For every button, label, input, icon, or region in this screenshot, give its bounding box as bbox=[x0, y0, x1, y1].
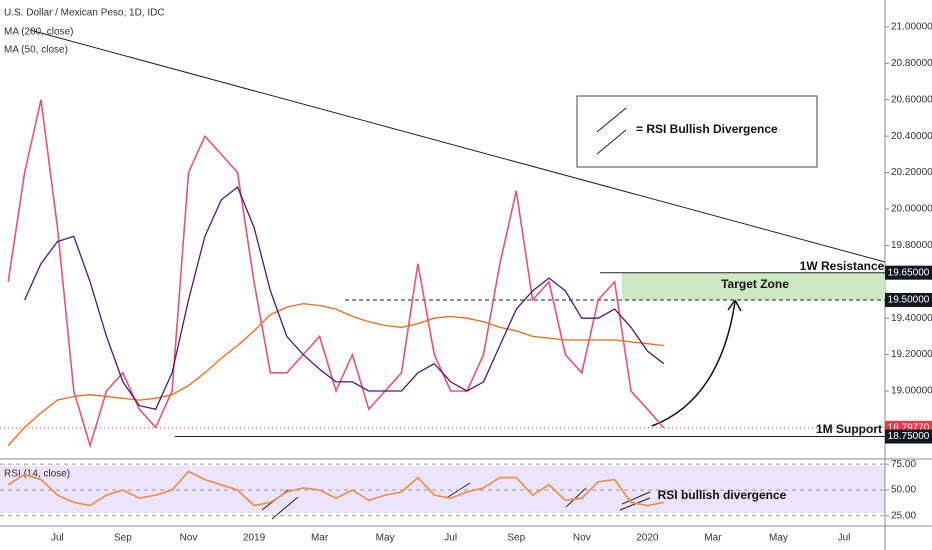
y-tick-label: 20.80000 bbox=[891, 58, 932, 69]
divergence-slash bbox=[565, 487, 587, 508]
rsi-title: RSI (14, close) bbox=[4, 469, 70, 480]
price-label-box bbox=[885, 429, 932, 444]
price-label: 19.65000 bbox=[888, 267, 930, 278]
x-tick-label: Sep bbox=[114, 533, 132, 544]
series-line bbox=[7, 470, 664, 507]
x-tick-label: Jul bbox=[51, 533, 64, 544]
x-tick-label: 2019 bbox=[243, 533, 266, 544]
y-tick-label: 19.00000 bbox=[891, 386, 932, 397]
trend-line bbox=[29, 29, 886, 263]
series-line bbox=[7, 302, 664, 447]
annotation: RSI bullish divergence bbox=[658, 488, 787, 502]
legend-entry: MA (50, close) bbox=[4, 45, 68, 56]
annotation: = RSI Bullish Divergence bbox=[636, 122, 778, 136]
y-tick-label: 20.40000 bbox=[891, 131, 932, 142]
y-tick-label: 21.00000 bbox=[891, 22, 932, 33]
legend-entry: MA (200, close) bbox=[4, 27, 73, 38]
x-tick-label: Nov bbox=[573, 533, 591, 544]
divergence-slash bbox=[619, 497, 651, 511]
x-tick-label: Jul bbox=[444, 533, 457, 544]
x-tick-label: Nov bbox=[180, 533, 198, 544]
y-tick-label: 25.00 bbox=[891, 510, 916, 521]
y-tick-label: 19.40000 bbox=[891, 313, 932, 324]
annotation: 1M Support bbox=[816, 422, 882, 436]
x-tick-label: Jul bbox=[838, 533, 851, 544]
y-tick-label: 19.20000 bbox=[891, 349, 932, 360]
legend-slash bbox=[596, 129, 627, 155]
x-tick-label: Mar bbox=[311, 533, 329, 544]
divergence-slash bbox=[271, 496, 299, 520]
y-tick-label: 20.20000 bbox=[891, 167, 932, 178]
x-tick-label: Sep bbox=[507, 533, 525, 544]
x-tick-label: May bbox=[376, 533, 395, 544]
y-tick-label: 75.00 bbox=[891, 459, 916, 470]
legend-box bbox=[576, 95, 818, 168]
target-zone bbox=[622, 272, 885, 300]
y-tick-label: 19.80000 bbox=[891, 240, 932, 251]
price-label: 19.50000 bbox=[888, 295, 930, 306]
legend-slash bbox=[596, 107, 627, 133]
series-line bbox=[7, 99, 665, 449]
y-tick-label: 20.00000 bbox=[891, 204, 932, 215]
y-tick-label: 50.00 bbox=[891, 485, 916, 496]
arrow-head bbox=[727, 298, 742, 312]
x-tick-label: May bbox=[769, 533, 788, 544]
x-tick-label: 2020 bbox=[636, 533, 659, 544]
series-line bbox=[24, 186, 665, 410]
x-tick-label: Mar bbox=[704, 533, 722, 544]
annotation: 1W Resistance bbox=[800, 259, 885, 273]
chart-title: U.S. Dollar / Mexican Peso, 1D, IDC bbox=[4, 8, 165, 19]
price-label: 18.75000 bbox=[888, 431, 930, 442]
price-label: 18.79770 bbox=[888, 422, 930, 433]
annotation: Target Zone bbox=[721, 277, 789, 291]
target-arrow bbox=[651, 301, 736, 427]
divergence-slash bbox=[621, 491, 651, 505]
y-tick-label: 20.60000 bbox=[891, 94, 932, 105]
price-label-box bbox=[885, 265, 932, 280]
price-label-box bbox=[885, 292, 932, 307]
